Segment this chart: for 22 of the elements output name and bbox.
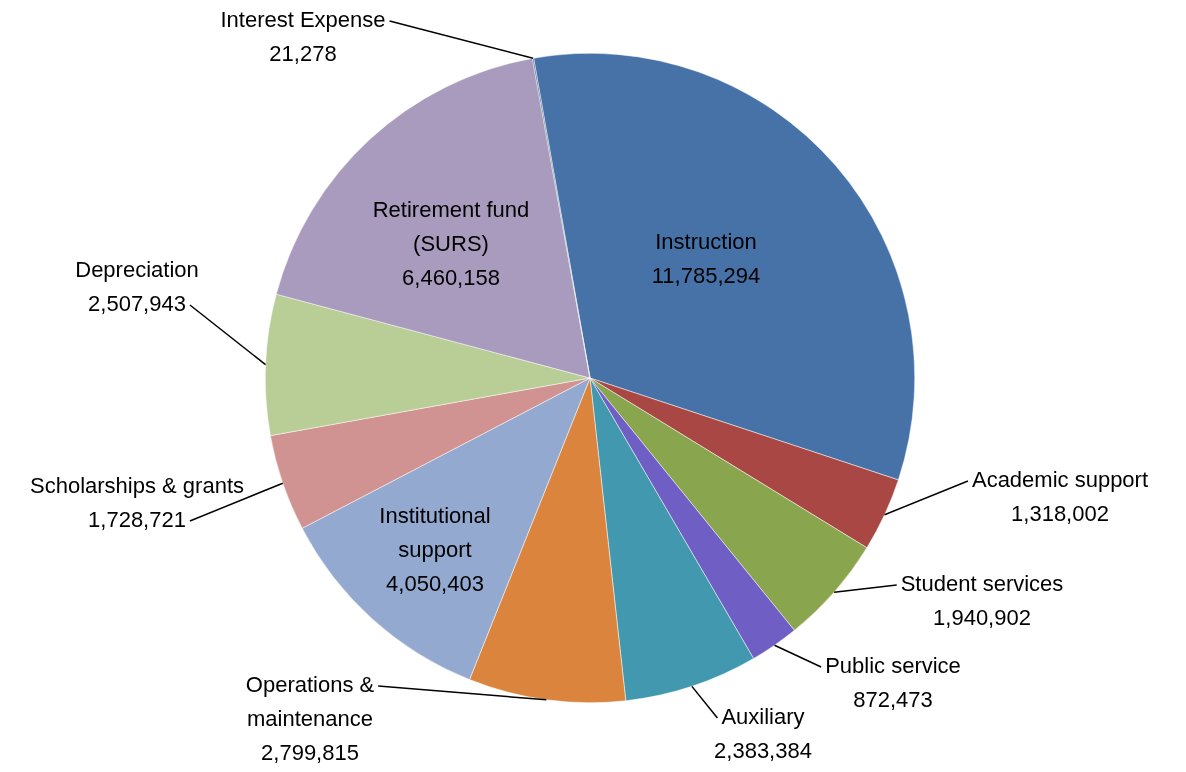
data-label: 1,728,721 [88, 507, 186, 533]
slice-label: Instruction [655, 229, 757, 255]
data-label: 2,507,943 [88, 291, 186, 317]
data-label: 2,383,384 [714, 738, 812, 764]
slice-label: Public service [825, 653, 961, 679]
data-label: 1,318,002 [1011, 501, 1109, 527]
data-label: 6,460,158 [402, 265, 500, 291]
slice-label: Student services [900, 571, 1064, 597]
slice-label: Institutional support [379, 503, 491, 563]
data-label: 1,940,902 [933, 605, 1031, 631]
slice-label: Retirement fund (SURS) [372, 197, 530, 257]
data-label: 872,473 [853, 687, 933, 713]
slice-label: Depreciation [75, 257, 199, 283]
data-label: 21,278 [269, 41, 337, 67]
data-label: 11,785,294 [651, 263, 761, 289]
slice-label: Academic support [971, 467, 1149, 493]
slice-label: Scholarships & grants [30, 473, 244, 499]
slice-label: Operations & maintenance [245, 672, 375, 732]
data-label: 4,050,403 [386, 571, 484, 597]
slice-label: Interest Expense [220, 7, 386, 33]
slice-label: Auxiliary [721, 704, 805, 730]
data-label: 2,799,815 [261, 740, 359, 766]
